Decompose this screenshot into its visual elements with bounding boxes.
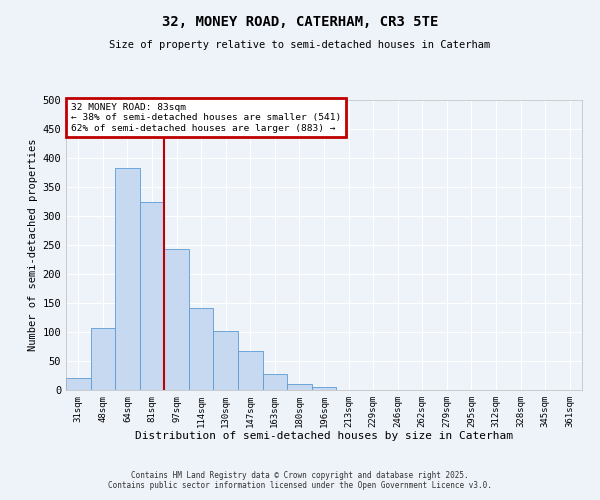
Bar: [66, 378, 91, 390]
Bar: [189, 308, 214, 390]
Text: 32 MONEY ROAD: 83sqm
← 38% of semi-detached houses are smaller (541)
62% of semi: 32 MONEY ROAD: 83sqm ← 38% of semi-detac…: [71, 103, 341, 132]
Bar: [140, 202, 164, 390]
Bar: [115, 168, 140, 390]
Bar: [263, 374, 287, 390]
Text: Contains HM Land Registry data © Crown copyright and database right 2025.
Contai: Contains HM Land Registry data © Crown c…: [108, 470, 492, 490]
Bar: [312, 387, 336, 390]
X-axis label: Distribution of semi-detached houses by size in Caterham: Distribution of semi-detached houses by …: [135, 432, 513, 442]
Text: Size of property relative to semi-detached houses in Caterham: Size of property relative to semi-detach…: [109, 40, 491, 50]
Y-axis label: Number of semi-detached properties: Number of semi-detached properties: [28, 138, 38, 352]
Bar: [214, 332, 238, 390]
Bar: [287, 384, 312, 390]
Bar: [164, 249, 189, 390]
Bar: [238, 350, 263, 390]
Bar: [91, 328, 115, 390]
Text: 32, MONEY ROAD, CATERHAM, CR3 5TE: 32, MONEY ROAD, CATERHAM, CR3 5TE: [162, 15, 438, 29]
